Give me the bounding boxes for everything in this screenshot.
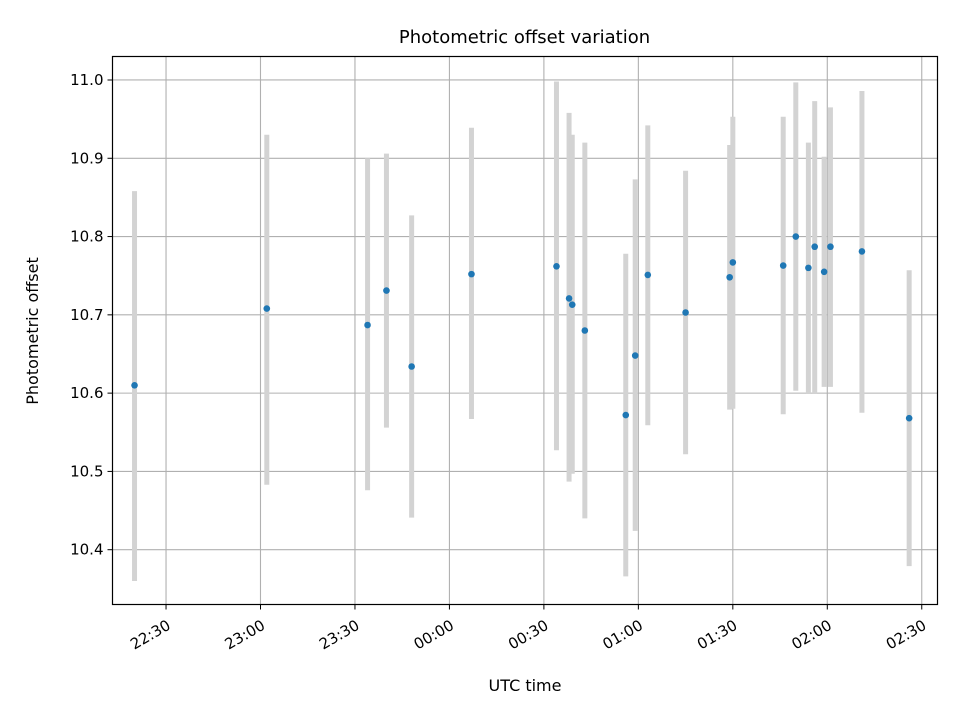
data-point bbox=[131, 382, 138, 389]
point-layer bbox=[131, 233, 913, 422]
data-point bbox=[468, 270, 475, 278]
data-point bbox=[726, 273, 733, 281]
data-point bbox=[408, 363, 415, 370]
y-axis: 10.4 10.5 10.6 10.7 10.8 10.9 11.0 bbox=[70, 71, 113, 559]
chart-title: Photometric offset variation bbox=[399, 27, 650, 48]
data-point bbox=[553, 263, 560, 270]
data-point bbox=[644, 271, 652, 279]
data-point bbox=[827, 243, 834, 251]
y-tick-label: 10.8 bbox=[70, 228, 103, 246]
data-point bbox=[729, 259, 737, 266]
data-point bbox=[779, 262, 787, 269]
y-tick-label: 11.0 bbox=[70, 71, 103, 89]
data-point bbox=[858, 248, 866, 255]
data-point bbox=[811, 243, 818, 251]
data-point bbox=[905, 414, 913, 422]
data-point bbox=[568, 301, 576, 308]
data-point bbox=[581, 327, 589, 334]
y-tick-label: 10.6 bbox=[70, 384, 103, 402]
y-tick-label: 10.9 bbox=[70, 149, 103, 167]
data-point bbox=[622, 411, 630, 419]
x-axis-title: UTC time bbox=[489, 676, 562, 695]
plot-frame bbox=[111, 55, 939, 606]
y-axis-title: Photometric offset bbox=[23, 257, 42, 405]
data-point bbox=[805, 264, 812, 272]
data-point bbox=[820, 268, 828, 276]
data-point bbox=[631, 352, 639, 359]
data-point bbox=[263, 305, 271, 312]
data-point bbox=[383, 287, 390, 294]
y-tick-label: 10.5 bbox=[70, 462, 103, 480]
data-point bbox=[682, 309, 689, 316]
grid-layer bbox=[112, 56, 938, 605]
y-tick-label: 10.4 bbox=[70, 541, 103, 559]
data-point bbox=[565, 295, 573, 302]
data-point bbox=[364, 321, 371, 329]
data-point bbox=[792, 233, 800, 240]
y-tick-label: 10.7 bbox=[70, 306, 103, 324]
